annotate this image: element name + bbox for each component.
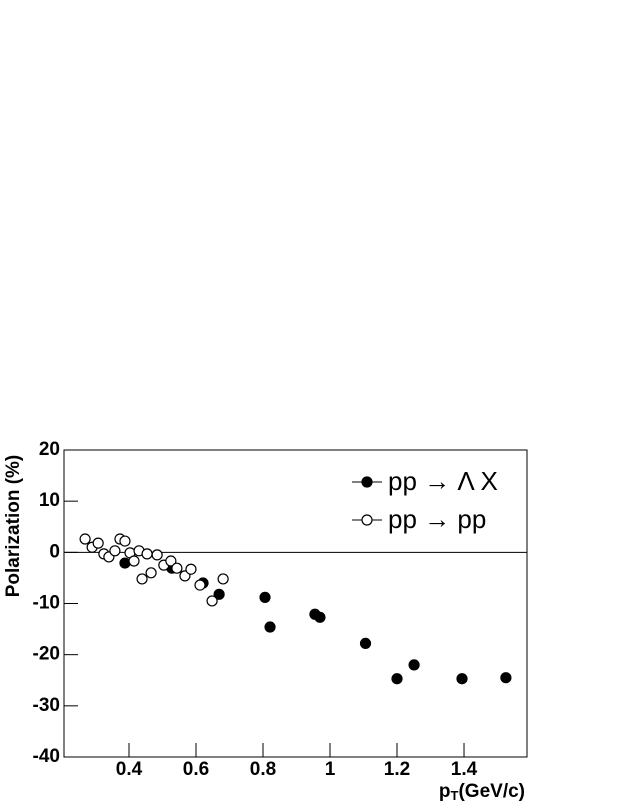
marker — [391, 673, 403, 685]
legend-label: pp → Λ X — [388, 466, 498, 496]
marker — [136, 573, 148, 585]
legend-marker — [361, 476, 373, 488]
marker — [408, 659, 420, 671]
plot-frame — [63, 449, 528, 758]
y-tick-label: -40 — [33, 746, 60, 767]
marker — [92, 537, 104, 549]
marker — [259, 591, 271, 603]
marker — [151, 549, 163, 561]
x-tick-label: 0.6 — [183, 759, 209, 780]
x-tick-label: 1.4 — [451, 759, 478, 780]
marker — [213, 588, 225, 600]
x-tick-label: 0.8 — [250, 759, 276, 780]
y-axis-title: Polarization (%) — [3, 455, 24, 598]
marker — [500, 672, 512, 684]
marker — [456, 673, 468, 685]
marker — [79, 533, 91, 545]
marker — [194, 579, 206, 591]
y-tick-label: -30 — [33, 695, 60, 716]
x-title-main: p — [439, 781, 451, 802]
marker — [109, 545, 121, 557]
marker — [359, 637, 372, 650]
x-tick-label: 0.4 — [116, 759, 143, 780]
y-tick-label: 20 — [39, 439, 60, 460]
marker — [119, 557, 131, 569]
marker — [141, 548, 153, 560]
marker — [314, 611, 326, 623]
legend-label: pp → pp — [388, 504, 486, 534]
x-title-rest: (GeV/c) — [458, 781, 525, 802]
legend-marker — [361, 514, 373, 526]
x-tick-label: 1.2 — [384, 759, 410, 780]
marker — [145, 567, 157, 579]
y-tick-label: -10 — [33, 593, 60, 614]
y-tick-label: -20 — [33, 644, 60, 665]
marker — [171, 562, 183, 574]
marker — [128, 555, 140, 567]
x-tick-label: 1 — [325, 759, 336, 780]
marker — [264, 621, 276, 633]
y-tick-label: 0 — [49, 541, 60, 562]
marker — [206, 595, 218, 607]
x-axis-title: pT(GeV/c) — [439, 781, 525, 803]
y-tick-label: 10 — [39, 490, 60, 511]
x-title-subscript: T — [451, 788, 459, 803]
marker — [185, 563, 197, 575]
marker — [119, 535, 131, 547]
marker — [217, 573, 229, 585]
marker — [165, 555, 177, 567]
